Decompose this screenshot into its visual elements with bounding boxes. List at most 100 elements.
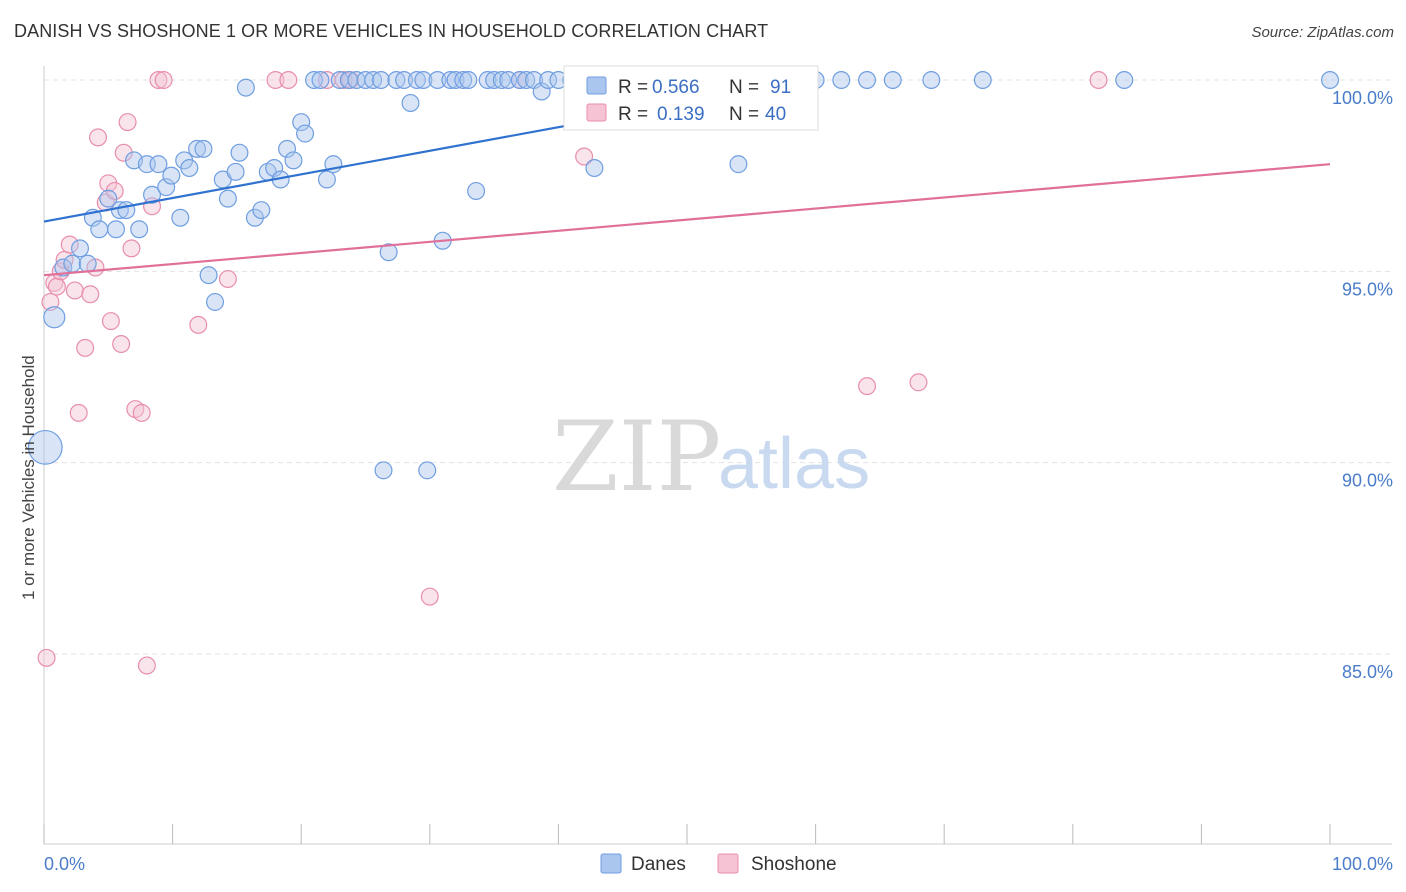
y-axis-label: 1 or more Vehicles in Household: [19, 355, 38, 600]
shoshone-point: [69, 403, 88, 422]
x-tick-label: 0.0%: [44, 854, 85, 874]
danes-point: [379, 243, 398, 262]
shoshone-point: [37, 648, 56, 667]
danes-point: [401, 93, 420, 112]
shoshone-point: [266, 70, 285, 89]
legend-danes-label: Danes: [631, 854, 686, 875]
danes-point: [130, 220, 149, 239]
watermark: ZIP atlas: [552, 401, 870, 513]
shoshone-point: [218, 269, 237, 288]
danes-point: [54, 258, 73, 277]
shoshone-point: [47, 277, 66, 296]
danes-point: [459, 70, 478, 89]
x-tick-labels: 0.0% 100.0%: [44, 854, 1393, 874]
danes-point: [539, 70, 558, 89]
shoshone-point: [909, 373, 928, 392]
danes-point: [27, 429, 63, 465]
shoshone-point: [132, 403, 151, 422]
danes-point: [485, 70, 504, 89]
shoshone-point: [575, 147, 594, 166]
danes-point: [454, 70, 473, 89]
danes-point: [43, 306, 66, 329]
shoshone-point: [118, 113, 137, 132]
danes-point: [226, 162, 245, 181]
danes-point: [99, 189, 118, 208]
danes-point: [107, 220, 126, 239]
y-tick-labels: 100.0% 95.0% 90.0% 85.0%: [1332, 88, 1393, 682]
danes-point: [364, 70, 383, 89]
danes-point: [311, 70, 330, 89]
danes-point: [858, 70, 877, 89]
danes-point: [973, 70, 992, 89]
danes-point: [441, 70, 460, 89]
shoshone-points: [37, 70, 1108, 675]
axes: [43, 66, 1392, 845]
shoshone-point: [137, 656, 156, 675]
danes-swatch: [586, 76, 607, 95]
chart-title: DANISH VS SHOSHONE 1 OR MORE VEHICLES IN…: [14, 21, 769, 41]
danes-point: [532, 82, 551, 101]
danes-n-value: 91: [770, 77, 791, 98]
shoshone-point: [101, 312, 120, 331]
danes-point: [171, 208, 190, 227]
shoshone-point: [149, 70, 168, 89]
danes-point: [832, 70, 851, 89]
danes-point: [305, 70, 324, 89]
danes-point: [883, 70, 902, 89]
danes-point: [117, 201, 136, 220]
danes-point: [428, 70, 447, 89]
shoshone-point: [279, 70, 298, 89]
danes-point: [317, 170, 336, 189]
danes-point: [1115, 70, 1134, 89]
shoshone-point: [189, 315, 208, 334]
danes-point: [63, 254, 82, 273]
danes-point: [1320, 70, 1339, 89]
series-legend: Danes Shoshone: [600, 853, 837, 875]
danes-point: [199, 266, 218, 285]
shoshone-point: [334, 70, 353, 89]
danes-point: [922, 70, 941, 89]
shoshone-point: [65, 281, 84, 300]
danes-point: [284, 151, 303, 170]
danes-n-label: N =: [729, 77, 759, 98]
shoshone-point: [89, 128, 108, 147]
danes-point: [143, 185, 162, 204]
shoshone-point: [420, 587, 439, 606]
danes-point: [418, 461, 437, 480]
y-tick-label: 100.0%: [1332, 88, 1393, 108]
danes-point: [71, 239, 90, 258]
stats-legend: R = 0.566 N = 91 R = 0.139 N = 40: [563, 65, 819, 131]
shoshone-point: [122, 239, 141, 258]
danes-point: [510, 70, 529, 89]
shoshone-point: [41, 292, 60, 311]
shoshone-point: [81, 285, 100, 304]
y-tick-label: 95.0%: [1342, 279, 1393, 299]
watermark-zip: ZIP: [552, 401, 721, 513]
shoshone-swatch: [586, 103, 607, 122]
legend-danes-swatch: [600, 853, 622, 874]
danes-point: [180, 159, 199, 178]
danes-point: [149, 155, 168, 174]
danes-r-value: 0.566: [652, 77, 700, 98]
source-credit: Source: ZipAtlas.com: [1251, 24, 1394, 41]
shoshone-r-value: 0.139: [657, 104, 705, 125]
shoshone-trend-line: [43, 163, 1331, 277]
y-tick-label: 90.0%: [1342, 471, 1393, 491]
gridlines: [44, 79, 1392, 655]
danes-point: [90, 220, 109, 239]
danes-point: [278, 139, 297, 158]
danes-point: [371, 70, 390, 89]
danes-point: [729, 155, 748, 174]
legend-shoshone-label: Shoshone: [751, 854, 837, 875]
x-tick-label: 100.0%: [1332, 854, 1393, 874]
danes-r-label: R =: [618, 77, 648, 98]
shoshone-point: [112, 335, 131, 354]
shoshone-r-label: R =: [618, 104, 648, 125]
danes-point: [157, 178, 176, 197]
danes-point: [492, 70, 511, 89]
danes-point: [206, 292, 225, 311]
danes-point: [78, 254, 97, 273]
danes-point: [188, 139, 207, 158]
danes-point: [356, 70, 375, 89]
